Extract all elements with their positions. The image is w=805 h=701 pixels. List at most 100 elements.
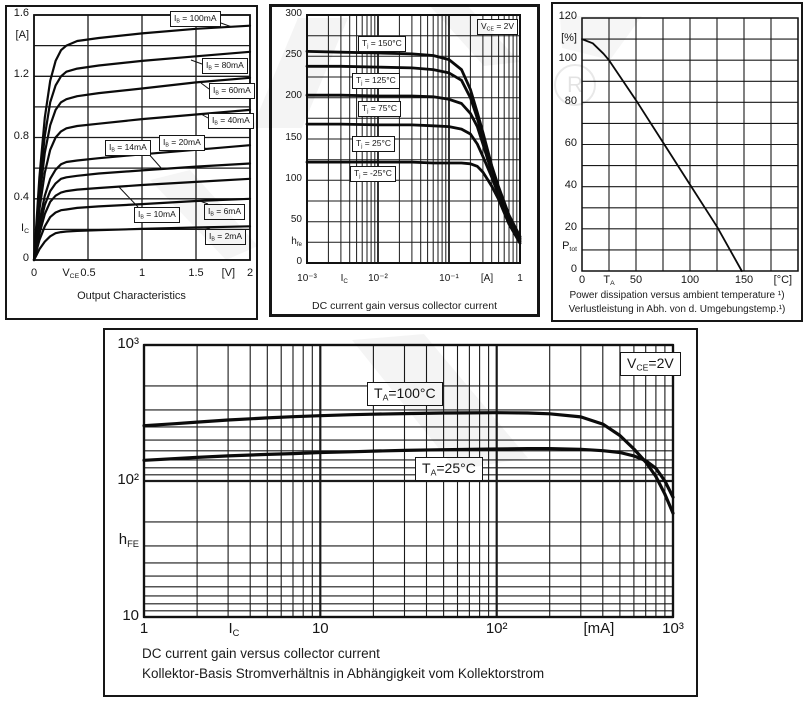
series-curve <box>32 144 252 262</box>
y-axis-tick-label: 80 <box>564 94 577 107</box>
series-curve <box>32 108 252 262</box>
plot-frame <box>33 14 251 261</box>
y-axis-tick-label: 50 <box>290 214 302 226</box>
series-curve <box>32 177 252 262</box>
series-curve <box>32 225 252 262</box>
y-axis-tick-label: IC <box>21 222 29 236</box>
chart-caption: Power dissipation versus ambient tempera… <box>569 290 785 301</box>
series-curve <box>32 24 252 262</box>
output-characteristics-chart: Output Characteristics 0 VCE 0.5 1 1.5 [V] 2 1.… <box>5 5 258 320</box>
series-curve <box>32 162 252 262</box>
y-axis-tick-label: 100 <box>285 173 302 185</box>
y-axis-tick-label: 10 <box>122 606 139 624</box>
ib-20ma-label: IB = 20mA <box>159 135 205 152</box>
x-axis-tick-label: TA <box>603 274 615 288</box>
ib-14ma-label: IB = 14mA <box>105 140 151 157</box>
x-axis-tick-label: 1 <box>517 273 523 284</box>
y-axis-tick-label: [A] <box>15 29 29 42</box>
plot-frame <box>306 14 521 264</box>
ib-6ma-label: IB = 6mA <box>204 204 246 221</box>
series-curve <box>142 447 675 499</box>
y-axis-tick-label: 40 <box>564 178 577 191</box>
y-axis-tick-label: 1.2 <box>13 68 29 81</box>
y-axis-tick-label: 0.8 <box>13 129 29 142</box>
x-axis-tick-label: IC <box>228 620 240 638</box>
y-axis-tick-label: 0 <box>296 255 302 267</box>
y-axis-tick-label: 0 <box>570 263 577 276</box>
x-axis-tick-label: 100 <box>680 274 700 286</box>
y-axis-tick-label: 200 <box>285 90 302 102</box>
x-axis-tick-label: 50 <box>629 274 643 286</box>
ib-60ma-label: IB = 60mA <box>209 83 255 100</box>
y-axis-tick-label: 0 <box>22 252 29 265</box>
chart-caption-german: Kollektor-Basis Stromverhältnis in Abhän… <box>142 666 545 681</box>
x-axis-tick-label: VCE <box>62 267 80 281</box>
x-axis-tick-label: 10³ <box>662 620 684 637</box>
x-axis-tick-label: [°C] <box>773 274 793 286</box>
x-axis-tick-label: 1.5 <box>188 267 204 279</box>
chart-plot-area <box>305 14 522 264</box>
y-axis-tick-label: Ptot <box>562 240 577 254</box>
x-axis-tick-label: 10⁻¹ <box>439 273 459 284</box>
y-axis-tick-label: hFE <box>118 530 139 549</box>
ib-10ma-label: IB = 10mA <box>134 207 180 224</box>
y-axis-tick-label: 100 <box>558 52 577 65</box>
x-axis-tick-label: IC <box>340 273 348 285</box>
chart-caption: Output Characteristics <box>77 290 186 302</box>
series-curve <box>305 160 522 245</box>
ta-25c-label: TA=25°C <box>415 457 483 482</box>
series-curve <box>32 76 252 262</box>
chart-plot-area <box>32 14 252 262</box>
x-axis-tick-label: [A] <box>480 273 494 284</box>
y-axis-tick-label: 20 <box>564 221 577 233</box>
chart-caption: DC current gain versus collector current <box>142 646 380 661</box>
y-axis-tick-label: 150 <box>285 131 302 143</box>
chart-plot-area <box>581 17 799 272</box>
x-axis-tick-label: 10 <box>311 620 329 637</box>
tj-minus25c-label: Tj = -25°C <box>350 166 396 183</box>
series-curve <box>305 50 522 238</box>
x-axis-tick-label: [V] <box>221 267 236 279</box>
x-axis-tick-label: 0 <box>30 267 38 279</box>
x-axis-tick-label: 0 <box>578 274 586 286</box>
vce-2v-label: VCE=2V <box>620 352 681 377</box>
power-dissipation-vs-ambient-temperature-chart: Power dissipation versus ambient tempera… <box>551 2 803 322</box>
y-axis-tick-label: hfe <box>291 235 302 248</box>
vce-2v-label: VCE = 2V <box>477 19 519 36</box>
tj-75c-label: Tj = 75°C <box>358 101 402 118</box>
series-curve <box>142 411 675 515</box>
plot-frame <box>142 343 675 619</box>
ib-2ma-label: IB = 2mA <box>205 229 247 246</box>
series-curve <box>305 64 522 240</box>
ib-80ma-label: IB = 80mA <box>202 58 248 75</box>
tj-25c-label: Tj = 25°C <box>352 136 396 153</box>
y-axis-tick-label: 10² <box>117 470 139 488</box>
dc-current-gain-vs-collector-current-chart: DC current gain versus collector current… <box>269 4 540 317</box>
y-axis-tick-label: 60 <box>564 136 577 149</box>
x-axis-tick-label: 10⁻² <box>368 273 388 284</box>
dc-current-gain-vs-collector-current-large-chart: DC current gain versus collector current… <box>103 328 698 697</box>
ib-100ma-label: IB = 100mA <box>170 11 221 28</box>
x-axis-tick-label: 150 <box>734 274 754 286</box>
tj-150c-label: Tj = 150°C <box>358 36 406 53</box>
series-curve <box>32 50 252 262</box>
x-axis-tick-label: 10² <box>485 620 508 637</box>
y-axis-tick-label: [%] <box>561 32 577 45</box>
ib-40ma-label: IB = 40mA <box>208 113 254 130</box>
plot-frame <box>581 17 799 272</box>
ta-100c-label: TA=100°C <box>367 382 443 407</box>
x-axis-tick-label: 1 <box>139 620 149 637</box>
y-axis-tick-label: 0.4 <box>13 190 29 203</box>
y-axis-tick-label: 120 <box>558 10 577 23</box>
y-axis-tick-label: 250 <box>285 49 302 61</box>
chart-caption-german: Verlustleistung in Abh. von d. Umgebungs… <box>568 304 786 315</box>
y-axis-tick-label: 300 <box>285 7 302 19</box>
y-axis-tick-label: 10³ <box>117 334 139 352</box>
x-axis-tick-label: 2 <box>246 267 254 279</box>
x-axis-tick-label: 10⁻³ <box>297 273 317 284</box>
chart-caption: DC current gain versus collector current <box>312 300 497 312</box>
tj-125c-label: Tj = 125°C <box>352 73 400 90</box>
series-curve <box>581 38 743 272</box>
x-axis-tick-label: 1 <box>138 267 146 279</box>
